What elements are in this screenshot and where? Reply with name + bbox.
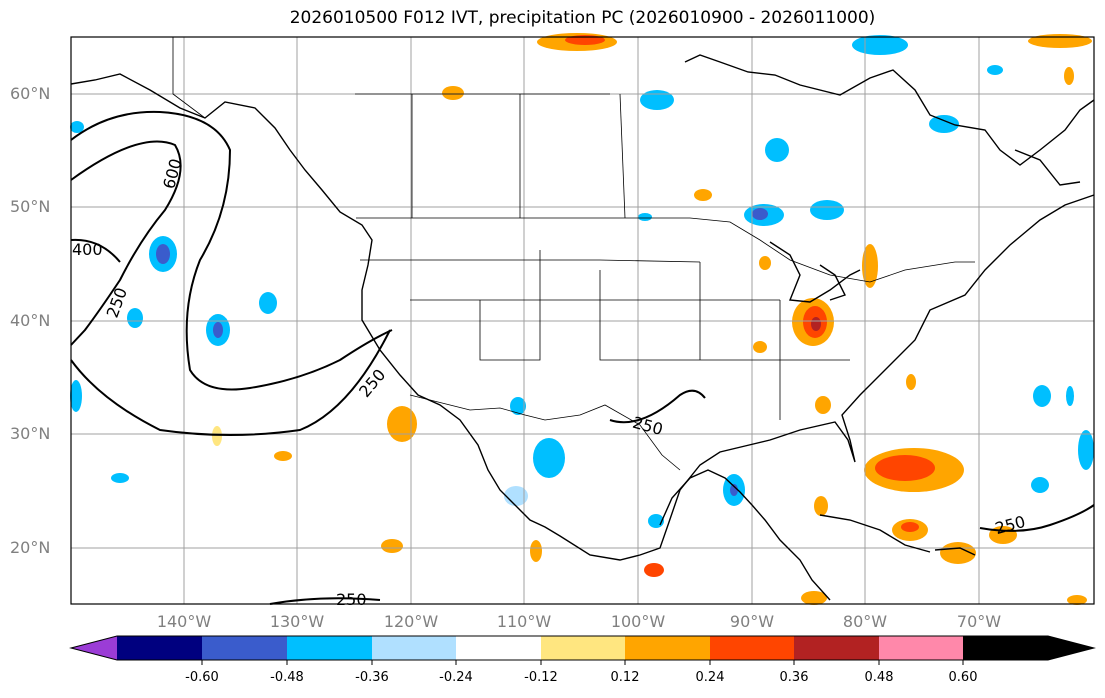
colorbar-segment [287,636,372,660]
negative-anomaly-area [1031,477,1049,493]
positive-anomaly-area [811,317,821,331]
colorbar-segment [372,636,456,660]
colorbar [69,635,1096,665]
positive-anomaly-area [1064,67,1074,85]
positive-anomaly-area [442,86,464,100]
lon-label: 110°W [496,612,552,631]
negative-anomaly-area [929,115,959,133]
negative-anomaly-area [127,308,143,328]
coastlines [70,54,1095,601]
positive-anomaly-area [753,341,767,353]
lat-label: 20°N [10,538,51,557]
positive-anomaly-area [274,451,292,461]
colorbar-segment [117,636,202,660]
contour-label: 400 [72,240,103,259]
negative-anomaly-area [1078,430,1094,470]
positive-anomaly-area [694,189,712,201]
contour-label: 250 [336,590,367,609]
negative-anomaly-area [70,380,82,412]
colorbar-segment [202,636,287,660]
political-borders [172,37,975,471]
map-title: 2026010500 F012 IVT, precipitation PC (2… [289,8,876,28]
negative-anomaly-area [70,121,84,133]
positive-anomaly-area [901,522,919,532]
lat-label: 60°N [10,84,51,103]
negative-anomaly-area [156,244,170,264]
ivt-contours [70,110,1095,605]
negative-anomaly-area [638,213,652,221]
negative-anomaly-area [111,473,129,483]
positive-anomaly-area [212,426,222,446]
lon-label: 70°W [956,612,1002,631]
negative-anomaly-area [1033,385,1051,407]
colorbar-segment [794,636,879,660]
colorbar-segment [541,636,625,660]
positive-anomaly-area [381,539,403,553]
colorbar-tick-label: -0.24 [439,670,473,685]
negative-anomaly-area [510,397,526,415]
positive-anomaly-area [862,244,878,288]
positive-anomaly-area [801,591,827,605]
negative-anomaly-area [852,35,908,55]
lon-label: 120°W [383,612,439,631]
negative-anomaly-area [1066,386,1074,406]
lon-label: 90°W [729,612,775,631]
colorbar-tick-label: -0.48 [270,670,304,685]
negative-anomaly-area [765,138,789,162]
lon-label: 80°W [842,612,888,631]
positive-anomaly-area [814,496,828,516]
colorbar-extend-low [71,636,117,660]
positive-anomaly-area [530,540,542,562]
colorbar-segment [879,636,963,660]
colorbar-tick-label: -0.36 [355,670,389,685]
plot-frame [70,36,1095,605]
positive-anomaly-area [1067,595,1087,605]
lon-label: 100°W [610,612,666,631]
negative-anomaly-area [752,208,768,220]
colorbar-tick-label: -0.12 [524,670,558,685]
colorbar-segment [456,636,541,660]
positive-anomaly-area [644,563,664,577]
colorbar-tick-label: -0.60 [185,670,219,685]
lat-label: 50°N [10,197,51,216]
positive-anomaly-area [906,374,916,390]
negative-anomaly-area [504,486,528,506]
negative-anomaly-area [640,90,674,110]
negative-anomaly-area [259,292,277,314]
negative-anomaly-area [987,65,1003,75]
negative-anomaly-area [213,322,223,338]
positive-anomaly-area [1028,34,1092,48]
colorbar-segment [625,636,710,660]
colorbar-extend-high [963,636,1094,660]
positive-anomaly-area [875,455,935,481]
positive-anomaly-area [815,396,831,414]
lat-label: 30°N [10,424,51,443]
colorbar-tick-label: 0.12 [610,670,640,685]
colorbar-tick-label: 0.48 [864,670,894,685]
colorbar-tick-label: 0.36 [779,670,809,685]
negative-anomaly-area [730,484,738,496]
colorbar-segment [710,636,794,660]
positive-anomaly-area [387,406,417,442]
lon-label: 140°W [156,612,212,631]
negative-anomaly-area [533,438,565,478]
lat-label: 40°N [10,311,51,330]
negative-anomaly-area [810,200,844,220]
colorbar-tick-label: 0.24 [695,670,725,685]
colorbar-tick-label: 0.60 [948,670,978,685]
lon-label: 130°W [269,612,325,631]
positive-anomaly-area [759,256,771,270]
